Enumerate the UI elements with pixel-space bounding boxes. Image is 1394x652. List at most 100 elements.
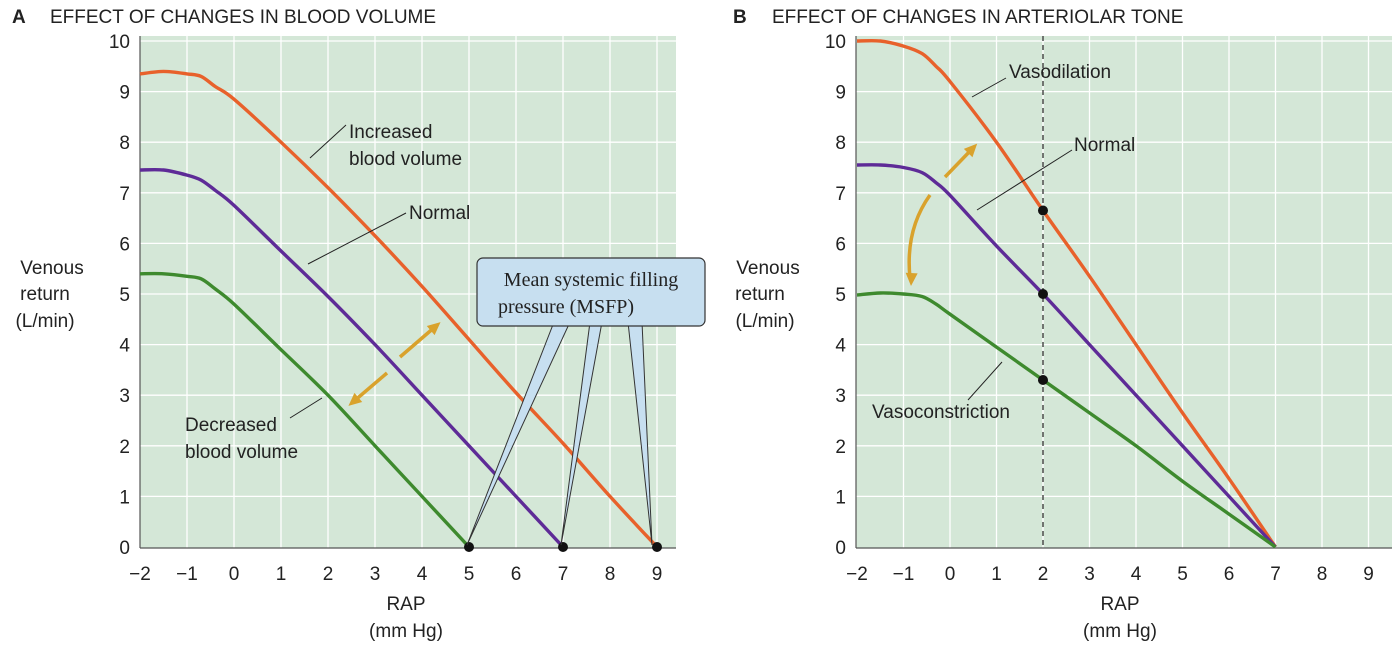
- panel-b-marker: [1038, 289, 1048, 299]
- panel-a-xtick-label: 7: [558, 564, 569, 585]
- panel-b-ytick-label: 9: [835, 83, 846, 104]
- panel-b-xtick-label: −1: [893, 564, 915, 585]
- panel-b-ytick-label: 2: [835, 437, 846, 458]
- panel-a-ytick-label: 9: [119, 83, 130, 104]
- panel-a-marker: [652, 542, 662, 552]
- panel-b-label-vasodilation: Vasodilation: [1009, 62, 1111, 83]
- panel-a-xtick-label: 6: [511, 564, 522, 585]
- panel-b-leader-vasoconstriction: [967, 361, 1003, 401]
- panel-b-leader-normal: [976, 149, 1073, 211]
- panel-b-xtick-label: 4: [1131, 564, 1142, 585]
- panel-b-ytick-label: 10: [825, 32, 846, 53]
- panel-b-xlabel-line2: (mm Hg): [1083, 621, 1157, 642]
- panel-b-series-normal: [856, 163, 1277, 549]
- panel-a-xtick-label: 8: [605, 564, 616, 585]
- panel-a-title: EFFECT OF CHANGES IN BLOOD VOLUME: [50, 7, 436, 28]
- panel-a-xtick-label: 1: [276, 564, 287, 585]
- panel-a-xtick-label: 2: [323, 564, 334, 585]
- panel-a-arrow-up-head: [426, 322, 441, 336]
- panel-a-series-decreased-blood-volume: [139, 271, 471, 549]
- panel-a-label-decreased: blood volume: [185, 442, 298, 463]
- panel-a-xtick-label: 4: [417, 564, 428, 585]
- panel-a-leader-normal: [307, 212, 407, 265]
- panel-a-msfp-line2: pressure (MSFP): [498, 296, 634, 318]
- panel-b-xtick-label: 0: [945, 564, 956, 585]
- panel-a-leader-decreased: [289, 397, 323, 419]
- panel-a-marker: [558, 542, 568, 552]
- panel-a-xtick-label: 5: [464, 564, 475, 585]
- panel-b-arrow-down-shaft: [907, 193, 932, 279]
- panel-b-ytick-label: 4: [835, 336, 846, 357]
- panel-b-ytick-label: 3: [835, 386, 846, 407]
- panel-b-label-normal: Normal: [1074, 135, 1135, 156]
- panel-a-xlabel-line1: RAP: [386, 594, 425, 615]
- panel-a-msfp-callout: [476, 257, 706, 327]
- panel-a-ytick-label: 4: [119, 336, 130, 357]
- panel-a-arrow-down-head: [348, 392, 363, 406]
- panel-b-leader-vasodilation: [971, 77, 1007, 98]
- panel-b-ytick-label: 6: [835, 234, 846, 255]
- panel-a-label-normal: Normal: [409, 203, 470, 224]
- panel-a-xlabel-line2: (mm Hg): [369, 621, 443, 642]
- panel-b-marker: [1038, 205, 1048, 216]
- panel-b-ytick-label: 7: [835, 184, 846, 205]
- panel-b: B EFFECT OF CHANGES IN ARTERIOLAR TONE V…: [733, 7, 1183, 642]
- panel-a-ytick-label: 8: [119, 133, 130, 154]
- panel-b-xlabel-line1: RAP: [1100, 594, 1139, 615]
- panel-a-letter: A: [12, 7, 26, 28]
- panel-b-letter: B: [733, 7, 747, 28]
- panel-a: A EFFECT OF CHANGES IN BLOOD VOLUME Veno…: [12, 7, 443, 642]
- panel-b-series-vasodilation: [856, 38, 1277, 548]
- panel-b-plot-area: [856, 36, 1392, 548]
- panel-a-arrow-down-shaft: [351, 371, 389, 404]
- panel-b-ylabel-line3: (L/min): [735, 311, 794, 332]
- chart-marks: −2 −1 0 1 2 3 4 5 6 7 8 9012345678910Increasedblood…: [109, 32, 1392, 585]
- panel-b-arrow-up-head: [963, 143, 978, 158]
- panel-a-series-increased-blood-volume: [139, 69, 659, 549]
- panel-b-label-vasoconstriction: Vasoconstriction: [872, 402, 1010, 423]
- panel-b-ytick-label: 8: [835, 133, 846, 154]
- panel-b-ytick-label: 1: [835, 487, 846, 508]
- panel-a-msfp-callout-join: [540, 320, 650, 325]
- panel-a-leader-increased: [309, 124, 347, 159]
- panel-b-xtick-label: 3: [1084, 564, 1095, 585]
- panel-a-ytick-label: 10: [109, 32, 130, 53]
- panel-b-xtick-label: 2: [1038, 564, 1049, 585]
- panel-a-label-increased: Increased: [349, 122, 432, 143]
- panel-b-xtick-label: 7: [1270, 564, 1281, 585]
- panel-b-ytick-label: 5: [835, 285, 846, 306]
- panel-b-xtick-label: 8: [1317, 564, 1328, 585]
- panel-a-ytick-label: 7: [119, 184, 130, 205]
- panel-a-ytick-label: 0: [119, 538, 130, 559]
- panel-a-series-normal: [139, 167, 565, 549]
- panel-b-marker: [1038, 375, 1048, 386]
- panel-a-ylabel-line2: return: [20, 284, 70, 305]
- panel-b-xtick-label: 1: [991, 564, 1002, 585]
- panel-a-xtick-label: 0: [229, 564, 240, 585]
- panel-b-xtick-label: 9: [1363, 564, 1374, 585]
- panel-b-title: EFFECT OF CHANGES IN ARTERIOLAR TONE: [772, 7, 1183, 28]
- panel-b-series-vasoconstriction: [856, 291, 1277, 549]
- panel-a-ylabel-line1: Venous: [20, 258, 83, 279]
- panel-b-ylabel-line1: Venous: [736, 258, 799, 279]
- panel-a-ytick-label: 6: [119, 234, 130, 255]
- panel-b-ytick-label: 0: [835, 538, 846, 559]
- panel-b-ylabel-line2: return: [735, 284, 785, 305]
- panel-a-ytick-label: 2: [119, 437, 130, 458]
- panel-b-arrow-down-head: [905, 272, 918, 286]
- panel-a-arrow-up-shaft: [398, 324, 438, 359]
- panel-a-label-decreased: Decreased: [185, 415, 277, 436]
- panel-b-xtick-label: −2: [846, 564, 868, 585]
- panel-a-msfp-line1: Mean systemic filling: [504, 269, 678, 291]
- panel-a-label-increased: blood volume: [349, 149, 462, 170]
- panel-a-xtick-label: −1: [176, 564, 198, 585]
- panel-a-xtick-label: 3: [370, 564, 381, 585]
- panel-a-ytick-label: 3: [119, 386, 130, 407]
- panel-b-xtick-label: 6: [1224, 564, 1235, 585]
- panel-a-xtick-label: −2: [129, 564, 151, 585]
- panel-a-marker: [464, 542, 474, 552]
- panel-a-ylabel-line3: (L/min): [15, 311, 74, 332]
- panel-a-xtick-label: 9: [652, 564, 663, 585]
- panel-a-ytick-label: 1: [119, 487, 130, 508]
